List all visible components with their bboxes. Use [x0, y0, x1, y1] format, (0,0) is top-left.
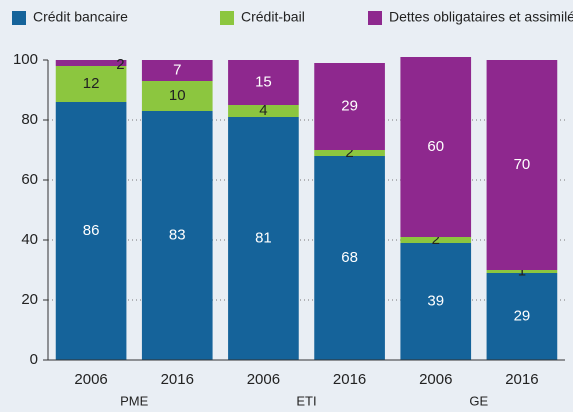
- data-label: 4: [259, 102, 267, 119]
- data-label: 12: [83, 75, 100, 92]
- x-tick-label: 2016: [505, 371, 538, 388]
- y-tick-label: 60: [21, 171, 38, 188]
- x-tick-label: 2006: [247, 371, 280, 388]
- data-label: 1: [518, 262, 526, 279]
- bar-segment: [55, 60, 127, 66]
- legend-label: Crédit bancaire: [33, 9, 128, 25]
- data-label: 70: [514, 156, 531, 173]
- data-label: 29: [514, 307, 531, 324]
- data-label: 39: [427, 292, 444, 309]
- bar-segment: [314, 150, 385, 156]
- bar-segment: [400, 237, 472, 243]
- group-label: ETI: [296, 393, 316, 408]
- data-label: 86: [83, 222, 100, 239]
- y-tick-label: 80: [21, 111, 38, 128]
- data-label: 2: [345, 144, 353, 161]
- x-tick-label: 2016: [161, 371, 194, 388]
- bar-segment: [486, 270, 558, 273]
- bar-segment: [55, 102, 127, 360]
- data-label: 29: [341, 97, 358, 114]
- bar-segment: [228, 117, 299, 360]
- bar-segment: [486, 60, 558, 270]
- data-label: 2: [116, 56, 124, 73]
- data-label: 2: [432, 231, 440, 248]
- x-tick-label: 2006: [419, 371, 452, 388]
- legend-label: Dettes obligataires et assimilées: [389, 9, 573, 25]
- legend-swatch: [220, 11, 234, 25]
- bar-segment: [314, 63, 385, 150]
- data-label: 68: [341, 249, 358, 266]
- data-label: 81: [255, 229, 272, 246]
- data-label: 10: [169, 87, 186, 104]
- bar-segment: [141, 60, 213, 81]
- y-tick-label: 100: [13, 51, 38, 68]
- bar-segment: [228, 105, 299, 117]
- data-label: 83: [169, 226, 186, 243]
- y-tick-label: 0: [30, 351, 38, 368]
- y-tick-label: 40: [21, 231, 38, 248]
- x-tick-label: 2006: [74, 371, 107, 388]
- legend-swatch: [12, 11, 26, 25]
- legend-swatch: [368, 11, 382, 25]
- group-label: PME: [120, 393, 149, 408]
- y-tick-label: 20: [21, 291, 38, 308]
- x-tick-label: 2016: [333, 371, 366, 388]
- legend-label: Crédit-bail: [241, 9, 305, 25]
- bar-segment: [400, 243, 472, 360]
- group-label: GE: [469, 393, 488, 408]
- bar-segment: [55, 66, 127, 102]
- bar-segment: [400, 57, 472, 237]
- bar-segment: [314, 156, 385, 360]
- bar-segment: [141, 111, 213, 360]
- data-label: 15: [255, 73, 272, 90]
- data-label: 7: [173, 61, 181, 78]
- data-label: 60: [427, 138, 444, 155]
- bar-segment: [486, 273, 558, 360]
- bar-segment: [141, 81, 213, 111]
- bar-segment: [228, 60, 299, 105]
